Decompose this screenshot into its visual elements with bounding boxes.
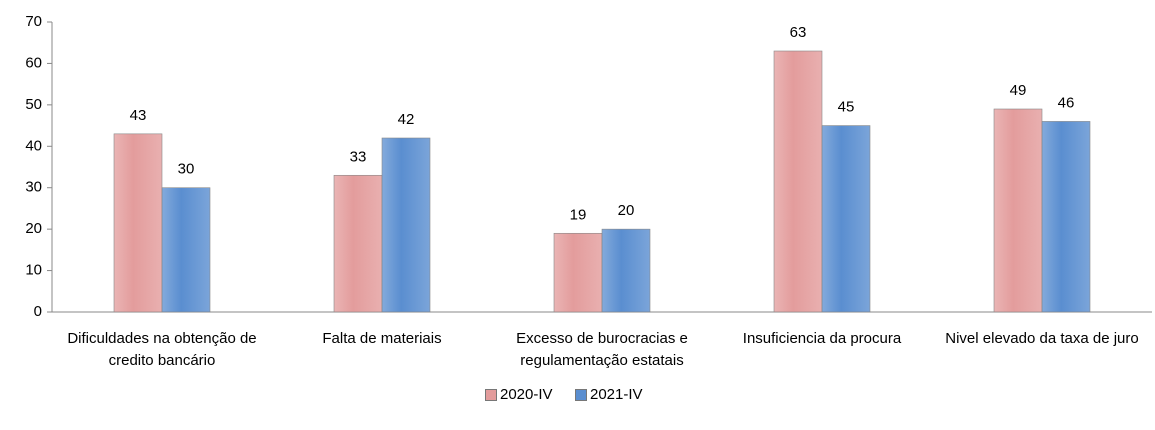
bar <box>161 187 211 313</box>
bar <box>601 228 651 313</box>
data-label: 30 <box>178 161 195 178</box>
data-label: 42 <box>398 111 415 128</box>
x-tick-label: Dificuldades na obtenção de credito banc… <box>67 330 257 369</box>
data-label: 45 <box>838 99 855 116</box>
bar <box>381 137 431 313</box>
x-tick-label: Falta de materiais <box>322 330 442 347</box>
data-label: 63 <box>790 24 807 41</box>
y-tick-label: 40 <box>25 137 42 154</box>
data-label: 49 <box>1010 82 1027 99</box>
y-tick-label: 10 <box>25 262 42 279</box>
x-tick-label: Excesso de burocracias e regulamentação … <box>516 330 688 369</box>
legend-swatch <box>575 388 587 401</box>
y-tick-label: 30 <box>25 179 42 196</box>
bar <box>821 125 871 313</box>
legend-item: 2021-IV <box>575 386 643 403</box>
x-tick-label: Nivel elevado da taxa de juro <box>945 330 1139 347</box>
y-tick-label: 60 <box>25 54 42 71</box>
bar <box>333 174 383 313</box>
data-label: 43 <box>130 107 147 124</box>
data-label: 19 <box>570 206 587 223</box>
legend-swatch <box>485 388 497 401</box>
data-label: 20 <box>618 202 635 219</box>
y-tick-label: 50 <box>25 96 42 113</box>
bar <box>1041 121 1091 313</box>
data-label: 46 <box>1058 94 1075 111</box>
y-tick-label: 20 <box>25 220 42 237</box>
legend-label: 2020-IV <box>500 386 553 403</box>
legend-label: 2021-IV <box>590 386 643 403</box>
bar <box>553 232 603 313</box>
data-label: 33 <box>350 148 367 165</box>
bar <box>773 50 823 313</box>
x-tick-label: Insuficiencia da procura <box>742 330 902 347</box>
bar <box>113 133 163 313</box>
y-tick-label: 70 <box>25 13 42 30</box>
legend-item: 2020-IV <box>485 386 553 403</box>
bar <box>993 108 1043 313</box>
y-tick-label: 0 <box>34 303 42 320</box>
